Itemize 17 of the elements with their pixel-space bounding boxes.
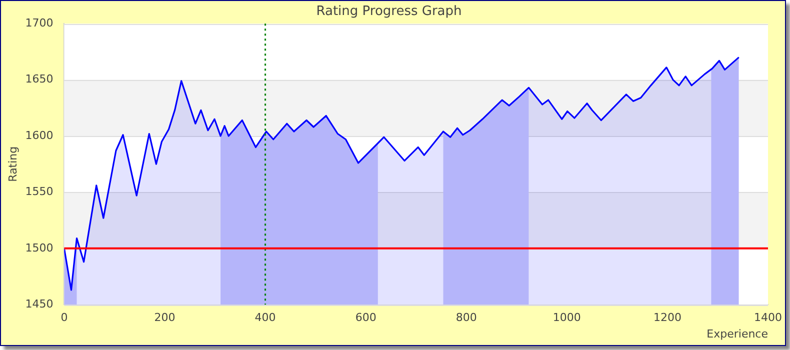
x-tick-label: 1400: [754, 311, 782, 324]
x-tick-label: 1200: [653, 311, 682, 324]
x-axis-title: Experience: [706, 327, 768, 340]
x-tick-label: 800: [456, 311, 477, 324]
y-axis-title: Rating: [6, 146, 20, 182]
y-tick-label: 1450: [25, 297, 54, 310]
x-tick-label: 600: [355, 311, 376, 324]
y-tick-label: 1700: [25, 16, 54, 30]
y-tick-label: 1500: [25, 241, 54, 254]
x-tick-label: 0: [60, 311, 68, 324]
y-tick-label: 1600: [25, 128, 54, 142]
x-tick-label: 200: [154, 311, 176, 324]
y-tick-label: 1650: [25, 72, 54, 86]
x-tick-label: 1000: [552, 311, 581, 324]
x-tick-label: 400: [254, 311, 276, 324]
chart-title: Rating Progress Graph: [316, 4, 462, 20]
y-tick-label: 1550: [25, 185, 54, 198]
